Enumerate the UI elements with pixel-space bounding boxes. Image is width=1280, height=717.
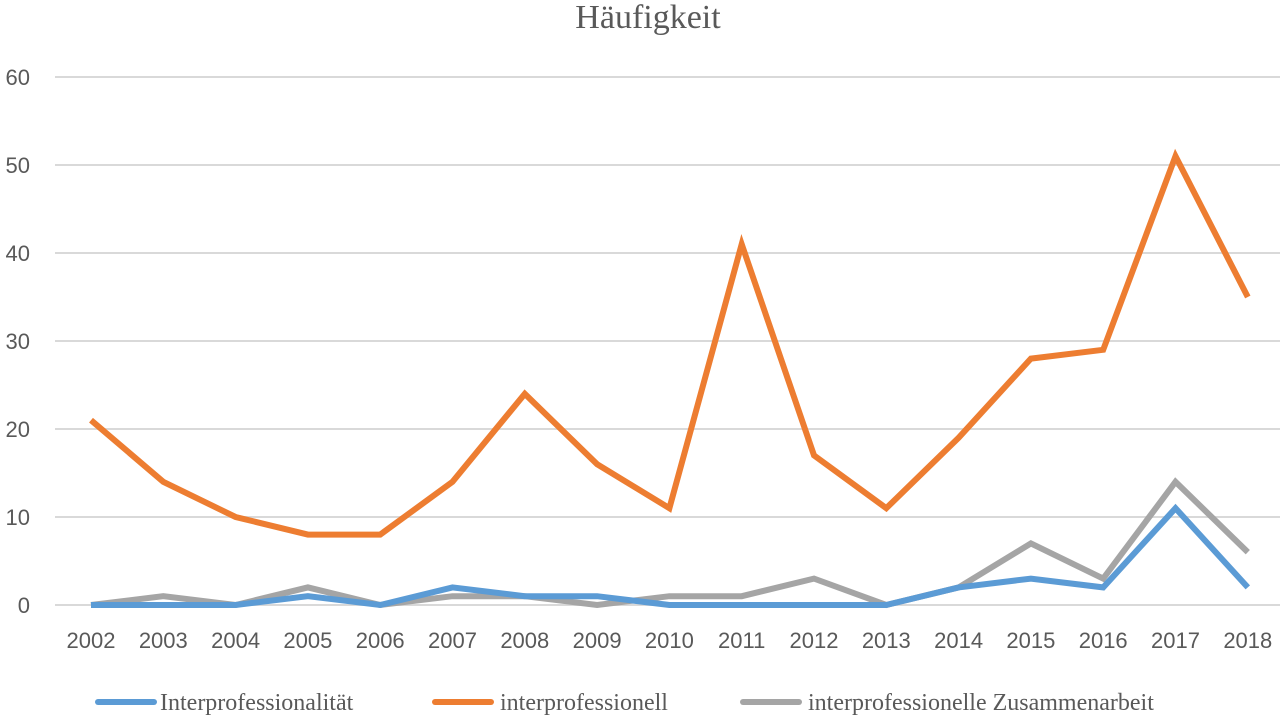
x-tick-label: 2012: [790, 628, 839, 653]
series-lines: [89, 148, 1251, 609]
y-tick-label: 30: [6, 329, 30, 354]
y-tick-label: 40: [6, 241, 30, 266]
gridlines: [55, 76, 1280, 606]
x-tick-label: 2006: [356, 628, 405, 653]
y-tick-label: 60: [6, 65, 30, 90]
x-tick-label: 2004: [211, 628, 260, 653]
series-line-2: [89, 148, 1251, 538]
x-tick-label: 2018: [1223, 628, 1272, 653]
series-line-3: [90, 477, 1250, 609]
y-tick-label: 20: [6, 417, 30, 442]
legend-label: interprofessionell: [500, 690, 668, 716]
x-axis-tick-labels: 2002 2003 2004 2005 2006 2007 2008 2009 2010 2011…: [67, 628, 1273, 653]
y-tick-label: 0: [18, 593, 30, 618]
y-tick-label: 10: [6, 505, 30, 530]
x-tick-label: 2002: [67, 628, 116, 653]
x-tick-label: 2010: [645, 628, 694, 653]
x-tick-label: 2013: [862, 628, 911, 653]
series-line-1: [91, 503, 1251, 609]
y-axis-tick-labels: 0 10 20 30 40 50 60: [6, 65, 30, 618]
x-tick-label: 2016: [1079, 628, 1128, 653]
x-tick-label: 2007: [428, 628, 477, 653]
legend-label: interprofessionelle Zusammenarbeit: [808, 690, 1154, 716]
x-tick-label: 2014: [934, 628, 983, 653]
x-tick-label: 2003: [139, 628, 188, 653]
x-tick-label: 2015: [1006, 628, 1055, 653]
x-tick-label: 2011: [718, 628, 765, 653]
legend-label: Interprofessionalität: [160, 690, 354, 716]
chart-title: Häufigkeit: [575, 0, 721, 36]
x-tick-label: 2017: [1151, 628, 1200, 653]
x-tick-label: 2008: [500, 628, 549, 653]
legend: Interprofessionalität interprofessionell i…: [95, 690, 1154, 716]
x-tick-label: 2005: [283, 628, 332, 653]
y-tick-label: 50: [6, 153, 30, 178]
x-tick-label: 2009: [573, 628, 622, 653]
